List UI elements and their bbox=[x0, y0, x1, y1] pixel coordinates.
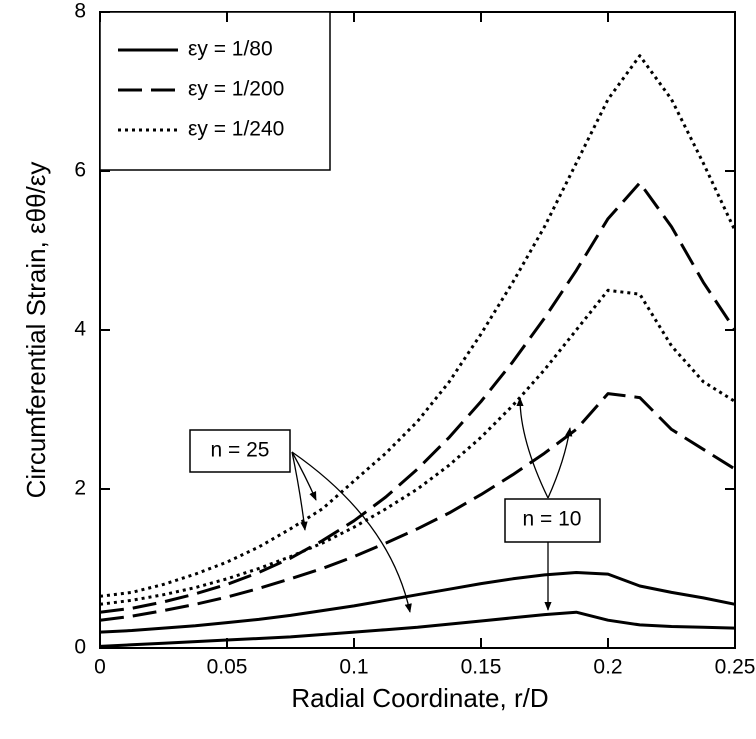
line bbox=[99, 571, 736, 634]
legend-label: εy = 1/80 bbox=[188, 38, 273, 61]
y-tick-label: 2 bbox=[74, 477, 86, 500]
x-tick-label: 0.15 bbox=[461, 656, 502, 679]
y-tick-label: 4 bbox=[74, 318, 86, 341]
line bbox=[99, 288, 736, 606]
y-tick-label: 0 bbox=[74, 636, 86, 659]
annotation: n = 25 bbox=[211, 439, 270, 462]
x-tick-label: 0.25 bbox=[715, 656, 756, 679]
x-tick-label: 0.2 bbox=[593, 656, 622, 679]
line bbox=[99, 181, 737, 614]
legend-label: εy = 1/240 bbox=[188, 118, 284, 141]
line bbox=[99, 610, 736, 648]
y-tick-label: 6 bbox=[74, 159, 86, 182]
legend-label: εy = 1/200 bbox=[188, 78, 284, 101]
x-tick-label: 0.1 bbox=[339, 656, 368, 679]
annotation: n = 10 bbox=[523, 508, 582, 531]
y-tick-label: 8 bbox=[74, 0, 86, 23]
annotation-box bbox=[189, 429, 291, 473]
y-axis-label: Circumferential Strain, εθθ/εy bbox=[21, 162, 51, 499]
x-tick-label: 0 bbox=[94, 656, 106, 679]
annotation-box bbox=[504, 498, 601, 543]
x-axis-label: Radial Coordinate, r/D bbox=[291, 683, 548, 713]
line bbox=[99, 392, 736, 622]
x-tick-label: 0.05 bbox=[207, 656, 248, 679]
